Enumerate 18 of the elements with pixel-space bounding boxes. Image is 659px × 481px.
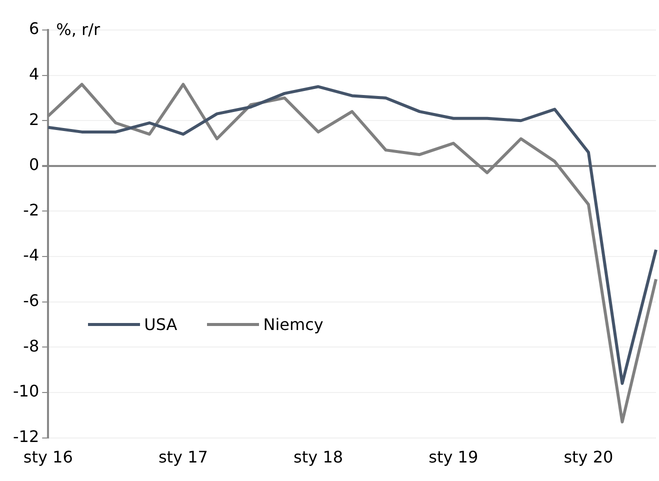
y-tick-label: -2 (23, 200, 40, 220)
x-tick-label: sty 19 (428, 448, 478, 467)
x-tick-label: sty 20 (564, 448, 614, 467)
y-tick-label: 2 (28, 110, 40, 129)
x-tick-label: sty 18 (294, 448, 344, 467)
y-tick-label: -10 (12, 382, 40, 401)
y-axis-title: %, r/r (56, 20, 100, 39)
y-tick-label: 0 (28, 155, 40, 174)
y-tick-label: 4 (28, 64, 40, 84)
legend-label: Niemcy (263, 315, 324, 334)
x-tick-label: sty 17 (158, 448, 208, 467)
y-tick-label: 6 (28, 19, 40, 38)
y-tick-label: -8 (23, 336, 40, 356)
y-tick-label: -12 (12, 426, 40, 446)
y-tick-label: -4 (23, 246, 40, 265)
y-tick-label: -6 (23, 291, 40, 310)
legend-label: USA (144, 315, 178, 334)
x-tick-label: sty 16 (23, 448, 73, 467)
